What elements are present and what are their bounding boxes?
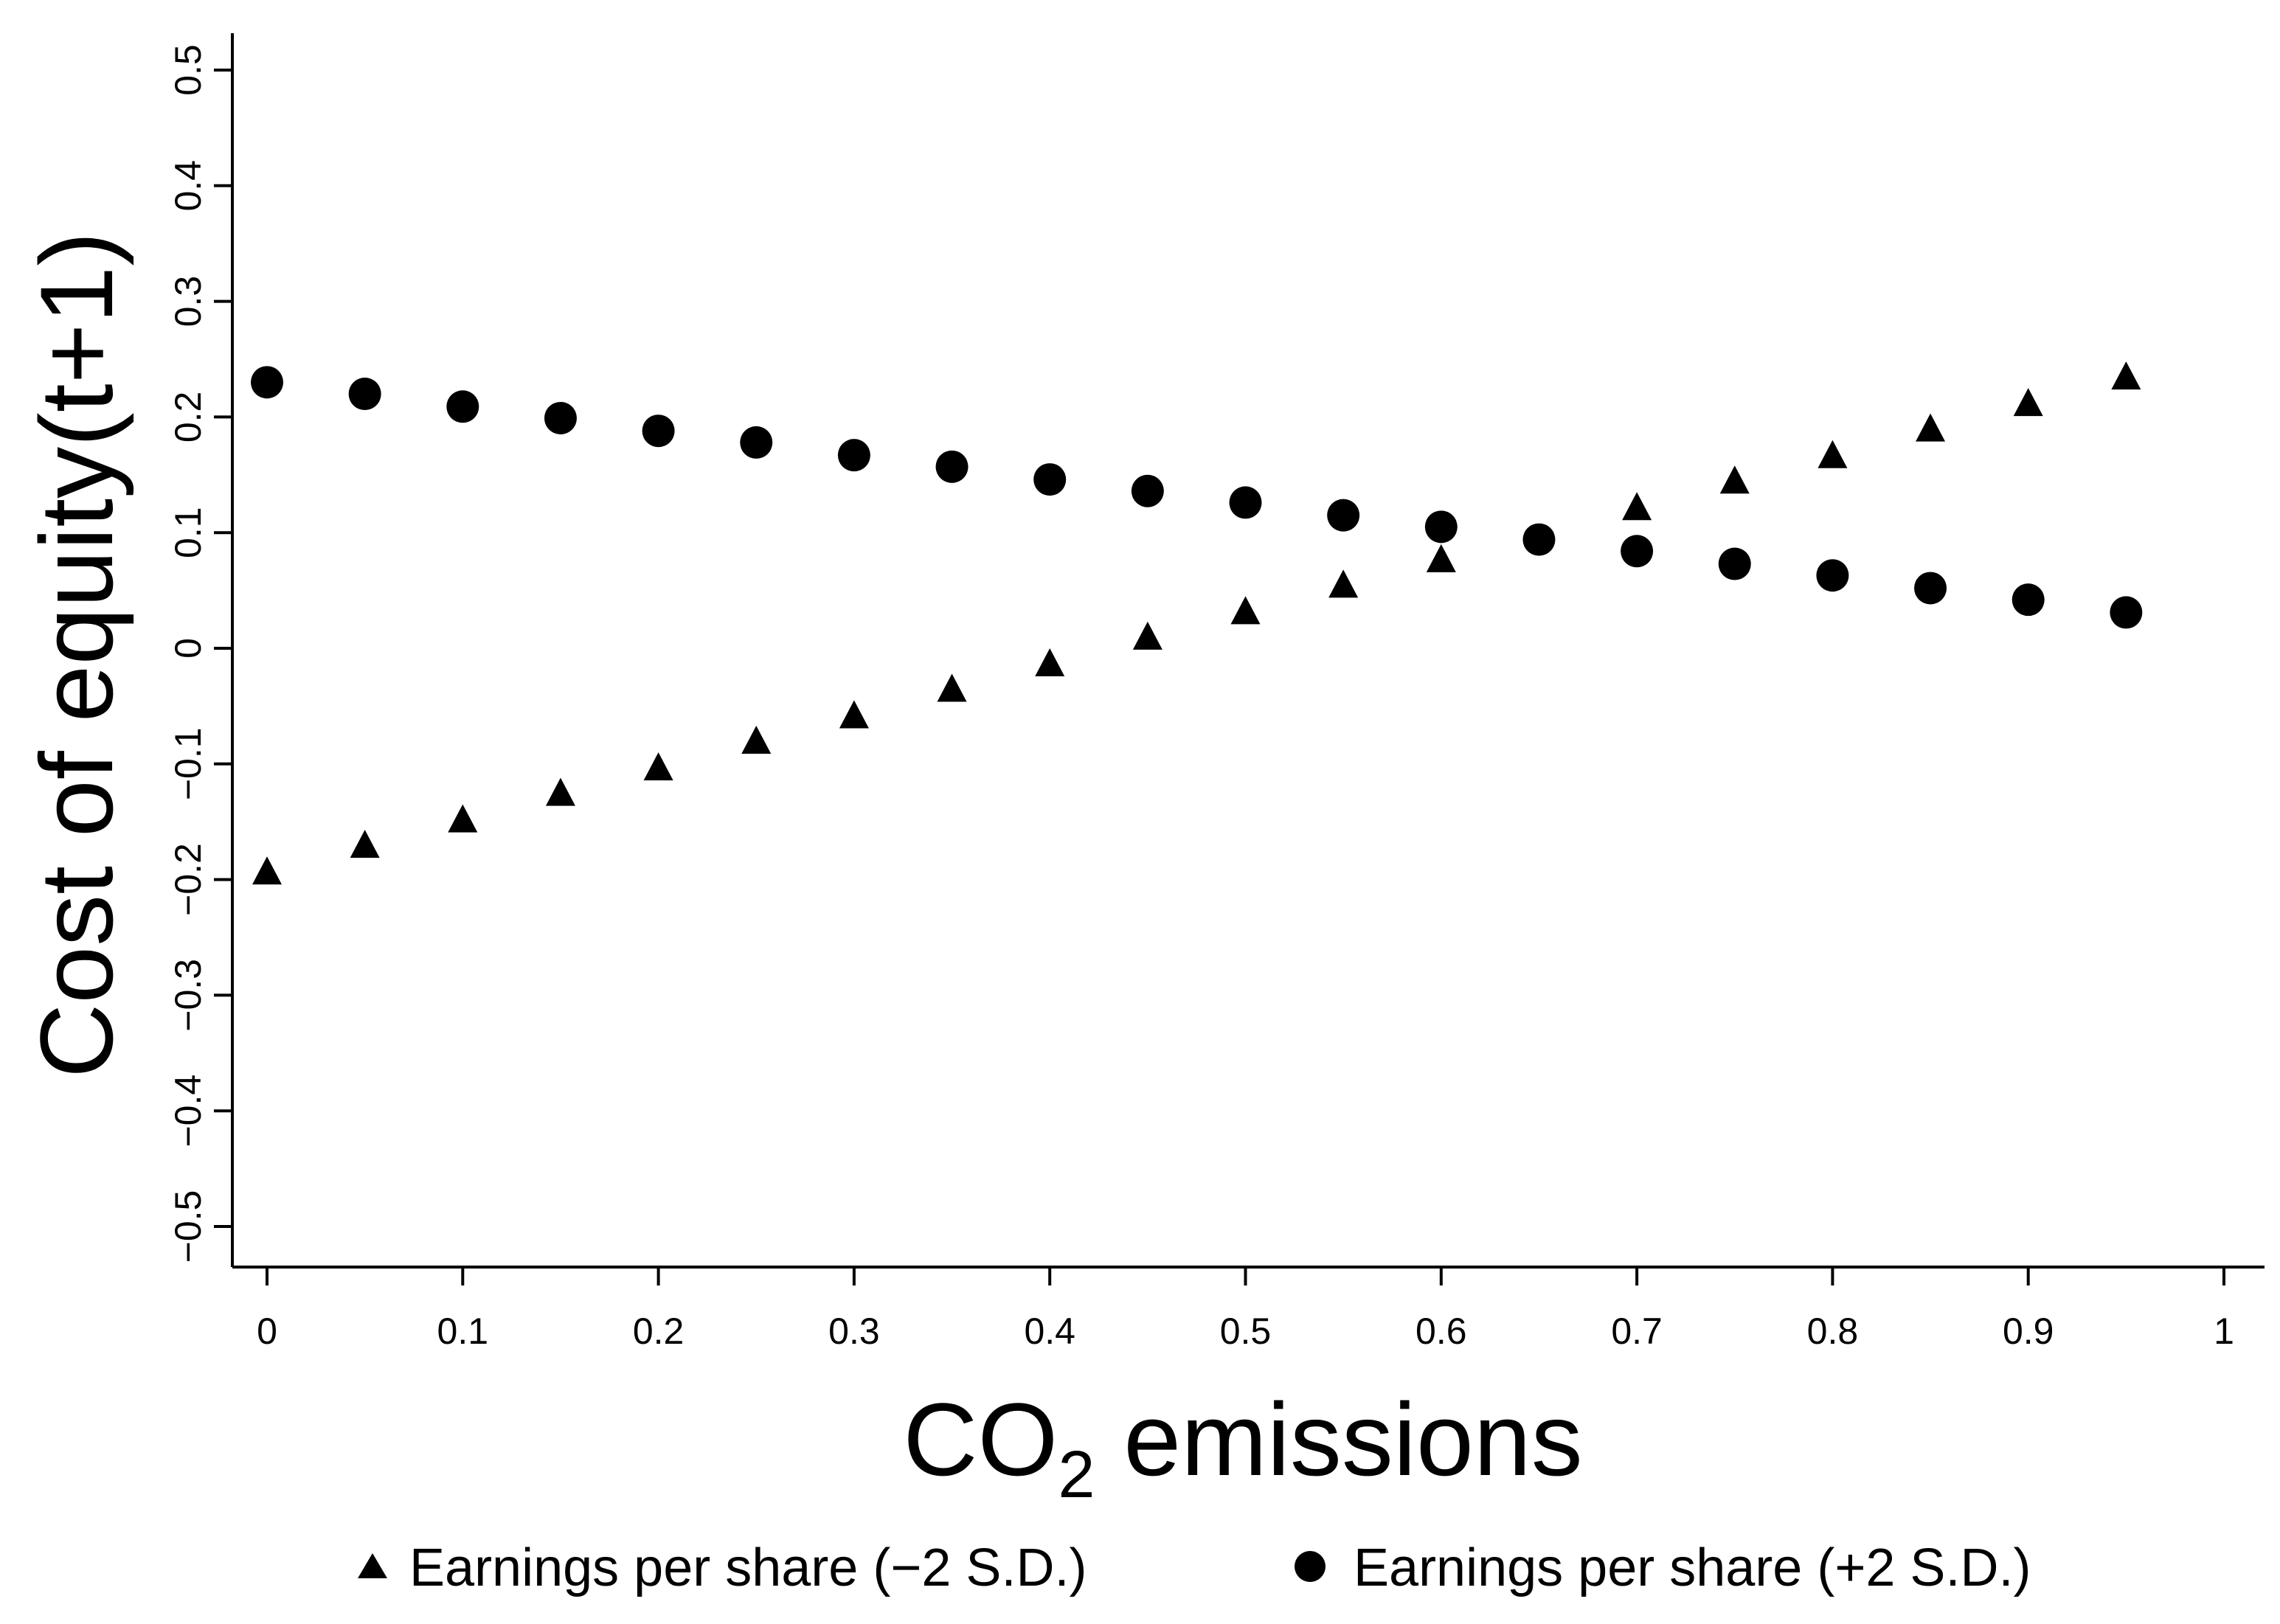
data-point-circle [1914, 572, 1947, 605]
legend-label-plus-2sd: Earnings per share (+2 S.D.) [1354, 1538, 2031, 1597]
axes [231, 33, 2265, 1269]
data-point-circle [348, 378, 381, 411]
y-axis-title: Cost of equity(t+1) [18, 232, 134, 1078]
legend-item-minus-2sd: Earnings per share (−2 S.D.) [358, 1538, 1087, 1597]
x-axis-title: CO2 emissions [903, 1381, 1582, 1512]
x-axis-title-subscript: 2 [1058, 1438, 1095, 1512]
data-point-circle [837, 439, 870, 472]
data-point-circle [1816, 559, 1849, 592]
y-tick-label: 0.5 [167, 44, 209, 96]
data-points [251, 361, 2143, 885]
y-tick-label: 0.3 [167, 276, 209, 327]
data-point-triangle [937, 673, 967, 702]
y-tick-label: 0.4 [167, 160, 209, 212]
data-point-circle [642, 414, 675, 448]
x-tick-label: 0.9 [2003, 1311, 2054, 1352]
data-point-triangle [741, 726, 772, 754]
data-point-circle [446, 390, 479, 423]
data-point-triangle [2111, 361, 2141, 390]
x-tick-label: 0.5 [1220, 1311, 1272, 1352]
data-point-triangle [1622, 492, 1652, 521]
circle-marker-icon [1295, 1551, 1326, 1582]
x-tick-label: 0.4 [1024, 1311, 1075, 1352]
y-tick-label: −0.2 [167, 843, 209, 916]
data-point-circle [251, 366, 283, 399]
x-tick-label: 0 [257, 1311, 277, 1352]
data-point-triangle [1230, 596, 1261, 625]
data-point-triangle [252, 856, 282, 885]
data-point-circle [1522, 523, 1556, 556]
x-tick-label: 0.8 [1807, 1311, 1859, 1352]
data-point-circle [2110, 596, 2143, 629]
data-point-triangle [643, 752, 673, 781]
data-point-circle [1327, 499, 1360, 532]
data-point-circle [1033, 463, 1067, 496]
legend-item-plus-2sd: Earnings per share (+2 S.D.) [1295, 1538, 2031, 1597]
data-point-triangle [1719, 465, 1750, 494]
data-point-triangle [1132, 621, 1162, 650]
legend: Earnings per share (−2 S.D.) Earnings pe… [358, 1538, 2031, 1597]
x-tick-label: 0.7 [1611, 1311, 1663, 1352]
data-point-triangle [545, 777, 575, 806]
triangle-marker-icon [358, 1553, 387, 1578]
data-point-circle [1718, 547, 1751, 580]
data-point-circle [1621, 535, 1654, 568]
y-tick-label: −0.1 [167, 727, 209, 800]
legend-label-minus-2sd: Earnings per share (−2 S.D.) [409, 1538, 1087, 1597]
data-point-triangle [1818, 440, 1848, 468]
data-point-triangle [350, 830, 380, 858]
data-point-circle [544, 401, 577, 434]
data-point-circle [935, 450, 969, 483]
data-point-circle [1424, 510, 1458, 544]
data-point-triangle [1035, 648, 1065, 676]
data-point-triangle [1426, 544, 1456, 572]
data-point-triangle [1328, 569, 1359, 598]
x-axis-ticks: 0 0.1 0.2 0.3 0.4 0.5 0.6 0.7 0.8 0.9 1 [257, 1267, 2234, 1352]
y-tick-label: −0.5 [167, 1190, 209, 1263]
data-point-circle [1131, 474, 1164, 507]
x-tick-label: 0.2 [633, 1311, 685, 1352]
x-axis-title-rest: emissions [1095, 1381, 1582, 1497]
y-tick-label: 0 [167, 638, 209, 659]
data-point-triangle [448, 804, 478, 833]
y-axis-ticks: −0.5 −0.4 −0.3 −0.2 −0.1 0 0.1 0.2 0.3 0.4 0.5 [167, 44, 232, 1263]
x-tick-label: 1 [2214, 1311, 2234, 1352]
y-tick-label: 0.2 [167, 392, 209, 443]
x-tick-label: 0.1 [437, 1311, 489, 1352]
y-tick-label: −0.4 [167, 1075, 209, 1148]
data-point-circle [2012, 583, 2045, 617]
data-point-triangle [839, 700, 869, 729]
data-point-circle [1229, 486, 1262, 519]
y-tick-label: −0.3 [167, 959, 209, 1032]
x-tick-label: 0.3 [828, 1311, 880, 1352]
data-point-triangle [1916, 413, 1946, 442]
x-tick-label: 0.6 [1416, 1311, 1467, 1352]
x-axis-title-main: CO [903, 1381, 1058, 1497]
data-point-circle [740, 426, 773, 459]
y-tick-label: 0.1 [167, 507, 209, 558]
data-point-triangle [2013, 388, 2043, 417]
